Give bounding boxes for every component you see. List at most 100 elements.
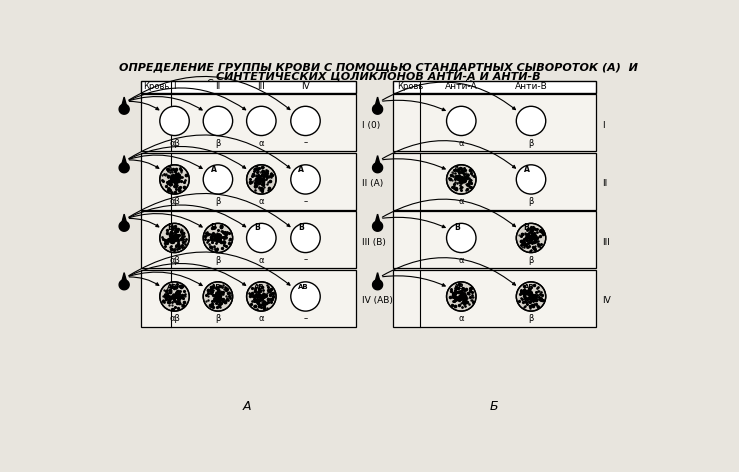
Text: I: I (602, 120, 605, 129)
FancyArrowPatch shape (129, 96, 202, 110)
Text: AB: AB (298, 284, 309, 290)
Text: B: B (167, 223, 173, 232)
Text: A: A (254, 165, 260, 174)
FancyArrowPatch shape (383, 159, 445, 169)
Text: IV: IV (301, 82, 310, 91)
Text: II: II (215, 82, 220, 91)
Text: β: β (215, 255, 221, 264)
Text: αβ: αβ (169, 138, 180, 147)
FancyArrowPatch shape (129, 155, 202, 169)
FancyArrowPatch shape (129, 252, 290, 285)
FancyArrowPatch shape (129, 272, 202, 286)
Circle shape (160, 106, 189, 135)
Text: AB: AB (211, 284, 221, 290)
Polygon shape (375, 97, 380, 106)
Circle shape (160, 223, 189, 253)
Circle shape (517, 106, 545, 135)
Text: СИНТЕТИЧЕСКИХ ЦОЛИКЛОНОВ АНТИ-А И АНТИ-В: СИНТЕТИЧЕСКИХ ЦОЛИКЛОНОВ АНТИ-А И АНТИ-В (216, 71, 541, 81)
Circle shape (517, 282, 545, 311)
Text: B: B (211, 223, 217, 232)
Circle shape (203, 223, 233, 253)
Polygon shape (375, 156, 380, 165)
Circle shape (160, 282, 189, 311)
Text: III: III (257, 82, 265, 91)
Polygon shape (375, 273, 380, 282)
Polygon shape (119, 221, 129, 231)
FancyArrowPatch shape (129, 146, 245, 169)
Text: α: α (458, 314, 464, 323)
Text: A: A (298, 165, 304, 174)
Polygon shape (122, 156, 126, 165)
Circle shape (203, 282, 233, 311)
FancyArrowPatch shape (382, 141, 516, 168)
Circle shape (160, 165, 189, 194)
FancyArrowPatch shape (129, 135, 290, 168)
FancyArrowPatch shape (129, 194, 290, 227)
FancyArrowPatch shape (129, 88, 245, 110)
Polygon shape (375, 214, 380, 223)
Polygon shape (119, 163, 129, 173)
Text: Кровь: Кровь (397, 82, 423, 91)
Text: αβ: αβ (169, 197, 180, 206)
Text: –: – (304, 197, 307, 206)
Text: –: – (304, 314, 307, 323)
Polygon shape (372, 163, 383, 173)
FancyArrowPatch shape (383, 217, 445, 228)
Text: β: β (215, 138, 221, 147)
Text: Кровь: Кровь (143, 82, 170, 91)
FancyBboxPatch shape (393, 94, 596, 152)
FancyArrowPatch shape (382, 199, 516, 227)
FancyArrowPatch shape (383, 100, 445, 110)
Circle shape (290, 106, 320, 135)
Text: α: α (259, 138, 264, 147)
Text: β: β (528, 197, 534, 206)
Text: ОПРЕДЕЛЕНИЕ ГРУППЫ КРОВИ С ПОМОЩЬЮ СТАНДАРТНЫХ СЫВОРОТОК (А)  И: ОПРЕДЕЛЕНИЕ ГРУППЫ КРОВИ С ПОМОЩЬЮ СТАНД… (119, 62, 638, 72)
Text: AB: AB (167, 284, 178, 290)
Circle shape (203, 106, 233, 135)
FancyArrowPatch shape (129, 277, 159, 286)
Circle shape (290, 223, 320, 253)
Text: IV (AB): IV (AB) (362, 296, 393, 305)
FancyBboxPatch shape (141, 153, 356, 210)
Text: А: А (243, 400, 251, 413)
FancyBboxPatch shape (141, 211, 356, 269)
Circle shape (247, 223, 276, 253)
Text: αβ: αβ (169, 314, 180, 323)
FancyArrowPatch shape (129, 101, 159, 110)
Text: Цоликлоны: Цоликлоны (465, 79, 523, 89)
Text: α: α (259, 197, 264, 206)
Circle shape (247, 106, 276, 135)
Text: I (0): I (0) (362, 120, 381, 129)
Circle shape (290, 282, 320, 311)
FancyBboxPatch shape (141, 270, 356, 327)
Text: II: II (602, 179, 607, 188)
Polygon shape (119, 104, 129, 114)
FancyBboxPatch shape (393, 270, 596, 327)
Text: A: A (167, 165, 173, 174)
Text: α: α (458, 138, 464, 147)
Circle shape (446, 282, 476, 311)
FancyArrowPatch shape (129, 213, 202, 227)
Polygon shape (122, 273, 126, 282)
Text: B: B (298, 223, 304, 232)
FancyBboxPatch shape (141, 94, 356, 152)
Text: III: III (602, 237, 610, 246)
Polygon shape (372, 280, 383, 290)
FancyArrowPatch shape (129, 205, 245, 227)
Text: α: α (458, 197, 464, 206)
Text: α: α (458, 255, 464, 264)
Text: –: – (304, 138, 307, 147)
FancyBboxPatch shape (393, 153, 596, 210)
Text: β: β (528, 314, 534, 323)
Circle shape (290, 165, 320, 194)
Text: β: β (528, 255, 534, 264)
FancyBboxPatch shape (393, 81, 596, 93)
Text: A: A (211, 165, 217, 174)
Polygon shape (122, 97, 126, 106)
Circle shape (446, 106, 476, 135)
Text: IV: IV (602, 296, 611, 305)
FancyBboxPatch shape (393, 211, 596, 269)
Text: B: B (254, 223, 259, 232)
Text: α: α (259, 255, 264, 264)
Text: B: B (454, 223, 460, 232)
